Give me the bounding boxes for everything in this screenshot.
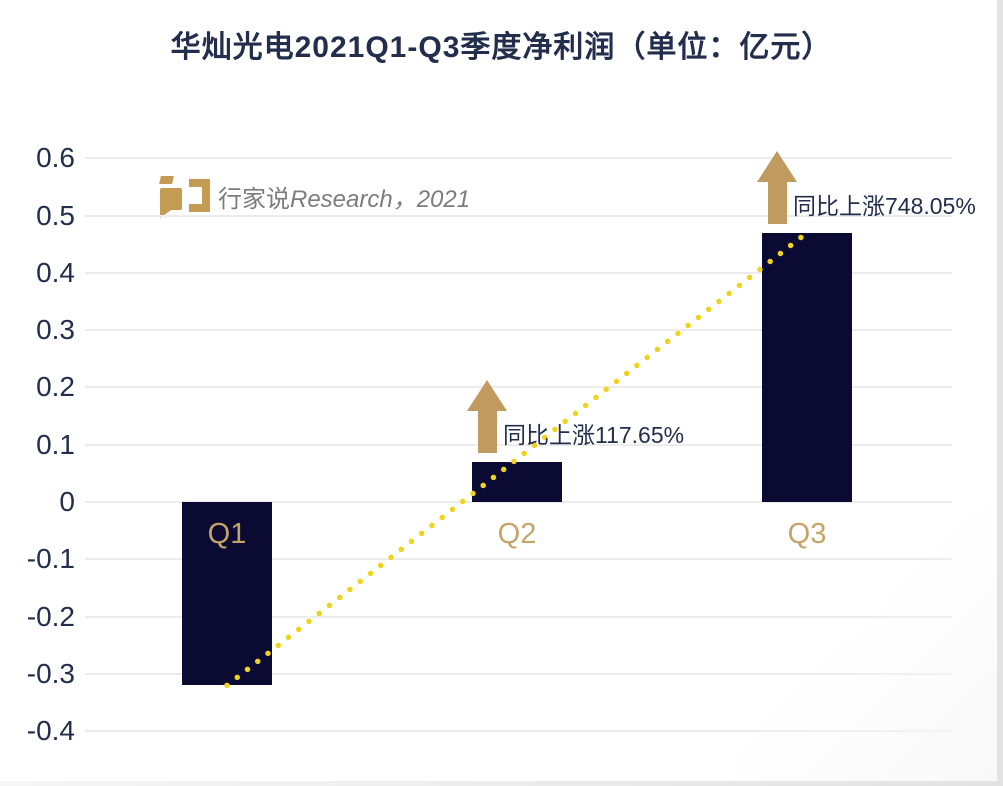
gridline--0.4	[85, 730, 952, 733]
y-tick-label-0.6: 0.6	[36, 142, 75, 174]
category-label-q2: Q2	[497, 518, 537, 550]
category-label-q1: Q1	[207, 518, 247, 550]
watermark: 行家说Research，2021	[158, 174, 470, 218]
y-tick-label-0.2: 0.2	[36, 371, 75, 403]
arrow-shaft	[477, 410, 497, 453]
gridline-0.5	[85, 214, 952, 217]
chart-title: 华灿光电2021Q1-Q3季度净利润（单位：亿元）	[170, 31, 833, 64]
y-tick-label--0.2: -0.2	[26, 600, 75, 632]
yoy-annotation-q3: 同比上涨748.05%	[793, 192, 976, 219]
y-tick-label-0.3: 0.3	[36, 314, 75, 346]
logo-body	[160, 188, 182, 210]
y-tick-label-0.4: 0.4	[36, 256, 75, 288]
yoy-annotation-q2: 同比上涨117.65%	[503, 421, 685, 448]
watermark-brand-cn: 行家说	[218, 185, 290, 213]
watermark-brand-en: Research，2021	[290, 185, 471, 213]
bar-q2	[472, 461, 562, 502]
arrow-head	[757, 150, 797, 182]
y-tick-label--0.1: -0.1	[26, 543, 75, 575]
bar-q3	[762, 232, 852, 502]
hangjiashuo-logo-icon	[158, 174, 212, 218]
y-tick-label--0.3: -0.3	[26, 657, 75, 689]
watermark-text: 行家说Research，2021	[218, 179, 470, 214]
y-tick-label-0.1: 0.1	[36, 428, 75, 460]
y-tick-label-0.5: 0.5	[36, 199, 75, 231]
arrow-shaft	[767, 181, 787, 224]
logo-bracket	[189, 179, 210, 212]
background-sheen	[737, 481, 997, 781]
up-arrow-icon-q2	[467, 379, 507, 453]
up-arrow-icon-q3	[757, 150, 797, 224]
arrow-head	[467, 379, 507, 411]
logo-tail	[160, 208, 174, 218]
page-edge-bottom	[0, 781, 1003, 786]
page-edge-right	[997, 0, 1003, 786]
y-tick-label--0.4: -0.4	[26, 715, 75, 747]
gridline-0.6	[85, 157, 952, 160]
y-tick-label-0: 0	[59, 486, 75, 517]
